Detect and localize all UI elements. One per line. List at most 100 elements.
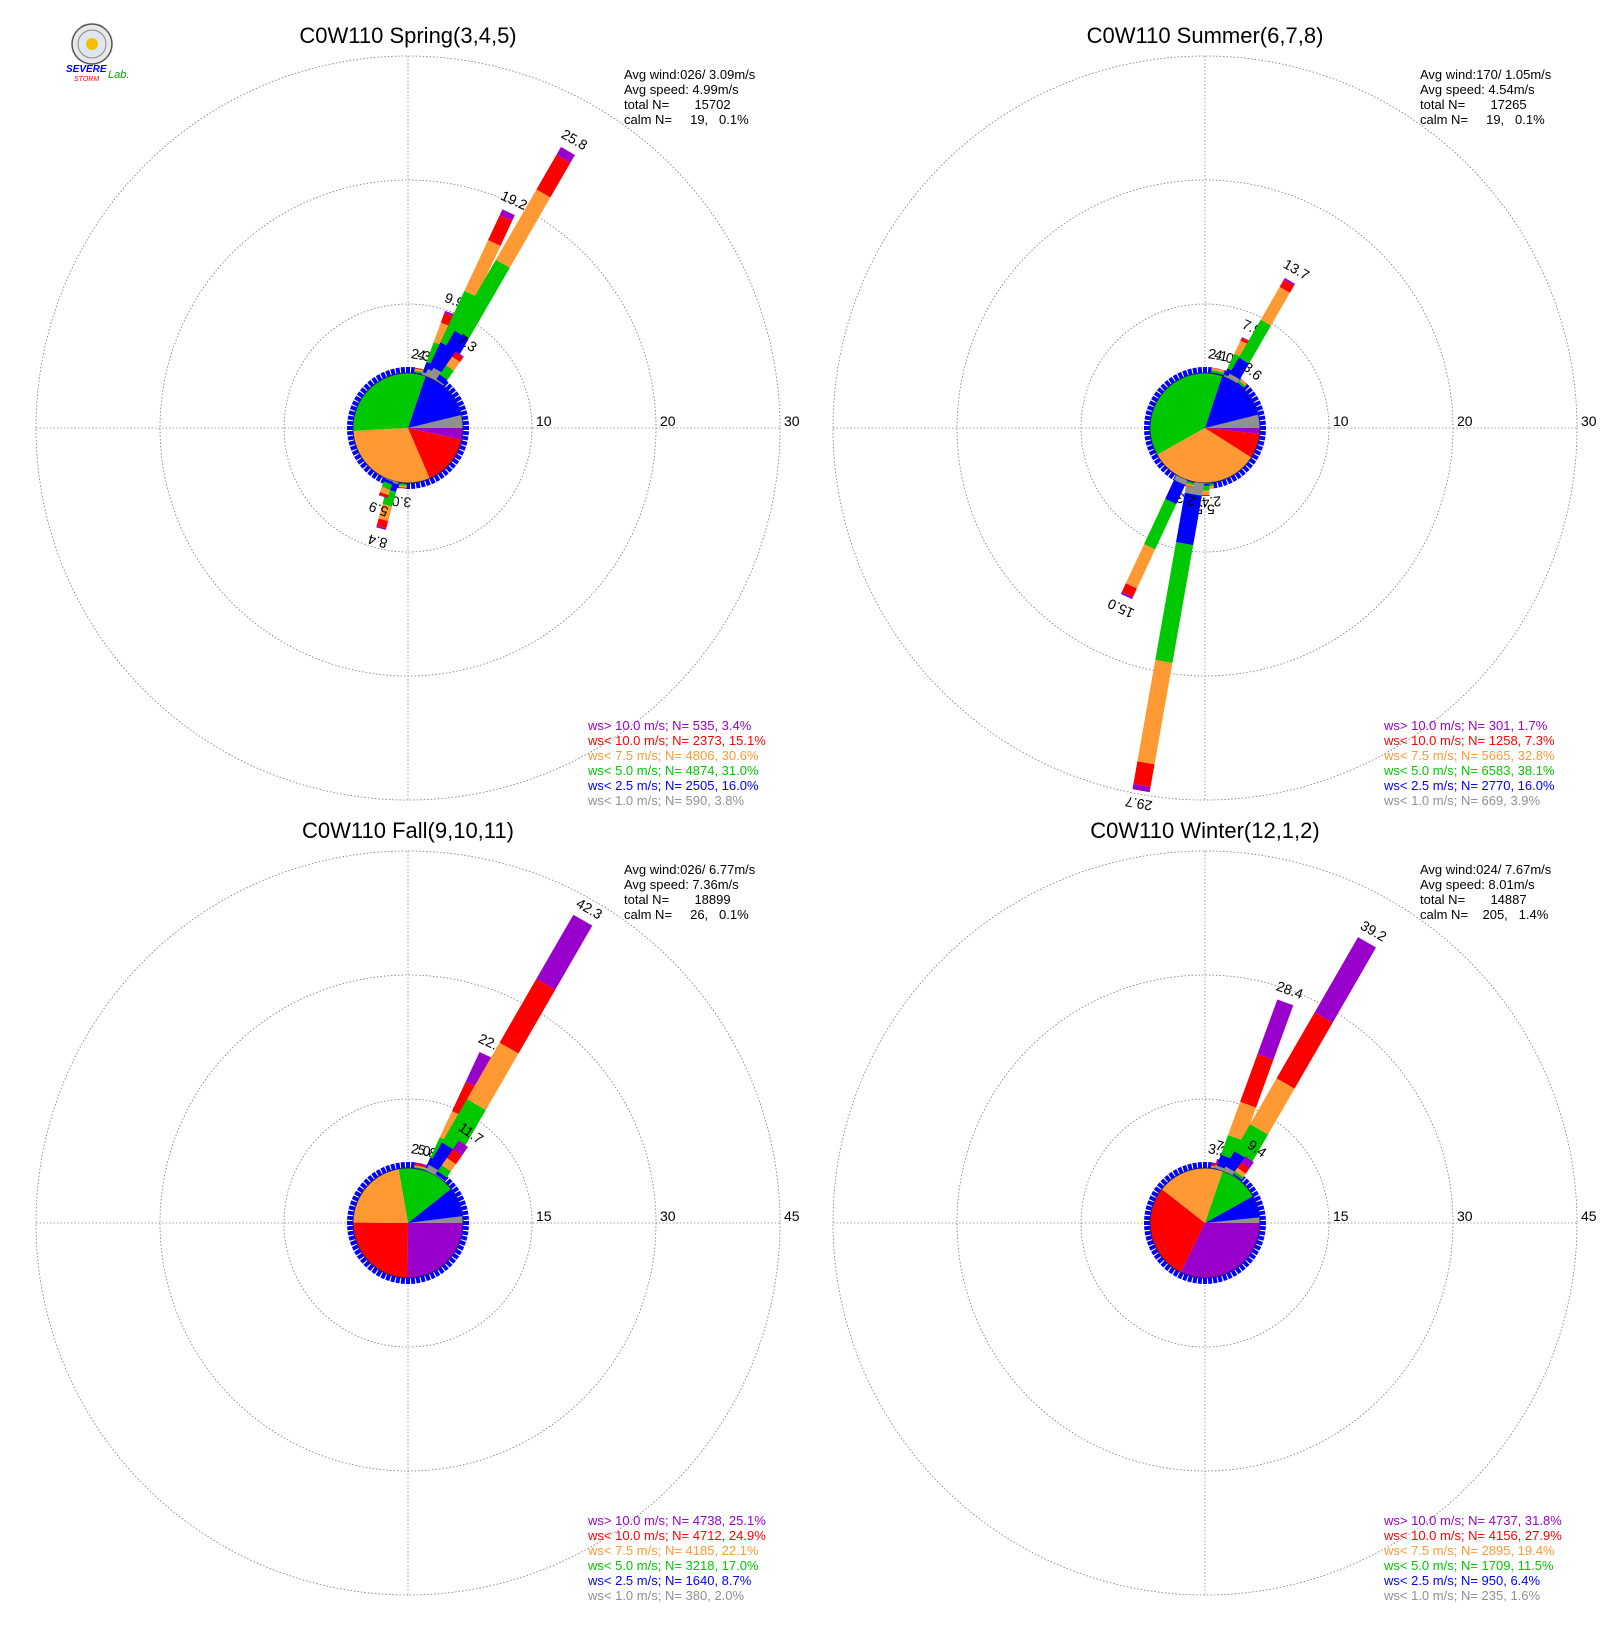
petal-segment [1241, 1156, 1254, 1169]
direction-stub [462, 430, 469, 436]
direction-stub [1242, 383, 1250, 391]
petal-label: 2.1 [1207, 345, 1229, 364]
petal-segment [1155, 542, 1194, 663]
direction-stub [1197, 1277, 1203, 1284]
direction-stub [1257, 1235, 1265, 1241]
petal-segment [1132, 783, 1151, 793]
direction-stub [371, 376, 379, 385]
stats-line: calm N= 19, 0.1% [624, 112, 749, 127]
direction-stub [458, 1239, 467, 1246]
direction-stub [458, 1200, 467, 1207]
legend-entry: ws> 10.0 m/s; N= 535, 3.4% [587, 718, 752, 733]
direction-stub [1168, 1266, 1176, 1275]
petal-segment [417, 1168, 427, 1172]
direction-stub [461, 1210, 469, 1216]
direction-stub [1212, 481, 1218, 489]
direction-stub [347, 415, 355, 421]
direction-stub [1145, 1205, 1153, 1211]
direction-stub [460, 1205, 468, 1211]
direction-stub [347, 420, 354, 426]
direction-stub [1245, 461, 1254, 469]
chart-title: C0W110 Fall(9,10,11) [302, 818, 514, 843]
direction-stub [1172, 374, 1180, 382]
direction-stub [1156, 1182, 1165, 1190]
direction-stub [1151, 1248, 1159, 1256]
petal-segment [398, 483, 408, 486]
direction-stub [347, 1210, 355, 1216]
petal-segment [1238, 319, 1271, 364]
ring-label: 20 [660, 413, 676, 429]
petal-segment [444, 310, 455, 317]
pie-slice-0 [408, 414, 463, 428]
petal-segment [466, 1042, 519, 1110]
direction-stub [1156, 387, 1165, 395]
direction-stub [451, 391, 460, 399]
petal-segment [383, 478, 394, 485]
petal-segment [1215, 372, 1224, 376]
direction-stub [424, 478, 431, 487]
direction-stub [1254, 1244, 1262, 1251]
petal-segment [1216, 368, 1225, 373]
direction-stub [1153, 1186, 1162, 1194]
stats-line: Avg speed: 8.01m/s [1420, 877, 1535, 892]
direction-stub [1259, 430, 1266, 436]
legend-entry: ws< 1.0 m/s; N= 380, 2.0% [587, 1588, 745, 1603]
direction-stub [457, 1195, 465, 1202]
direction-stub [348, 1205, 356, 1211]
pie-slice-0 [1205, 414, 1260, 428]
petal-segment [1233, 1171, 1244, 1180]
direction-stub [441, 379, 449, 388]
direction-stub [1172, 1269, 1180, 1277]
direction-stub [1238, 468, 1246, 477]
petal-segment [398, 487, 407, 489]
petal-segment [536, 914, 593, 990]
direction-stub [445, 1178, 453, 1186]
direction-stub [347, 1230, 355, 1236]
direction-stub [367, 1174, 375, 1183]
legend-entry: ws< 7.5 m/s; N= 4806, 30.6% [587, 748, 759, 763]
direction-stub [420, 1275, 426, 1283]
direction-stub [367, 468, 375, 477]
direction-stub [1177, 1272, 1184, 1280]
petal-label: 5.9 [366, 498, 390, 520]
petal-label: 8.4 [366, 531, 389, 552]
petal-segment [1185, 483, 1194, 488]
direction-stub [349, 1239, 358, 1246]
direction-stub [1146, 405, 1155, 412]
pie-slice-5 [408, 428, 464, 440]
stats-line: calm N= 19, 0.1% [1420, 112, 1545, 127]
direction-stub [1164, 379, 1172, 388]
direction-stub [410, 1162, 416, 1169]
petal-segment [1229, 357, 1250, 380]
stats-line: total N= 14887 [1420, 892, 1527, 907]
wind-rose-panel-0: 10 20 30 C0W110 Spring(3,4,5) Avg wind:026/ … [35, 23, 800, 808]
direction-stub [356, 457, 365, 465]
petal-segment [465, 1052, 493, 1088]
direction-stub [460, 1235, 468, 1241]
direction-stub [354, 1190, 362, 1198]
direction-stub [395, 1276, 401, 1284]
direction-stub [400, 367, 406, 374]
petal-segment [1276, 1012, 1333, 1089]
direction-stub [441, 1263, 449, 1272]
direction-stub [1187, 1163, 1193, 1171]
ring-2 [159, 974, 657, 1472]
direction-stub [445, 465, 453, 473]
direction-stub [415, 481, 421, 489]
legend-entry: ws< 10.0 m/s; N= 1258, 7.3% [1383, 733, 1555, 748]
logo-text-lab: Lab. [108, 69, 129, 81]
petal-segment [435, 1171, 447, 1181]
ring-3 [35, 55, 781, 801]
petal-segment [433, 330, 469, 376]
direction-stub [1156, 1256, 1165, 1264]
direction-stub [454, 395, 462, 403]
direction-stub [1145, 1235, 1153, 1241]
direction-stub [1145, 440, 1153, 446]
direction-stub [356, 1252, 365, 1260]
petal-segment [1227, 373, 1240, 384]
direction-stub [1192, 1162, 1198, 1170]
petal-segment [435, 379, 445, 386]
direction-stub [1226, 1272, 1233, 1280]
direction-stub [445, 1260, 453, 1268]
petal-label: 2.0 [410, 1140, 432, 1159]
